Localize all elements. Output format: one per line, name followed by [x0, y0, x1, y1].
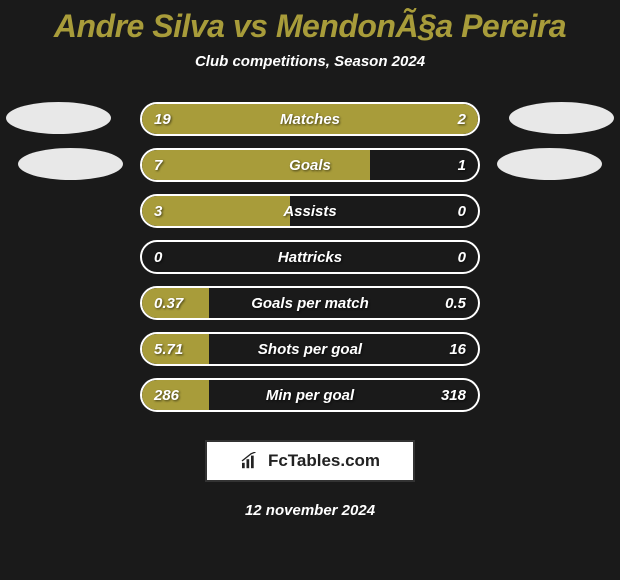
stat-value-left: 286 — [154, 387, 179, 404]
stat-value-left: 5.71 — [154, 341, 183, 358]
stat-label: Shots per goal — [258, 341, 362, 358]
stat-label: Assists — [283, 203, 336, 220]
stat-row: 0 0 Hattricks — [140, 240, 480, 274]
stat-value-right: 0 — [458, 249, 466, 266]
stat-label: Hattricks — [278, 249, 342, 266]
date-label: 12 november 2024 — [245, 502, 375, 519]
stat-bar-right — [404, 104, 478, 134]
stats-area: 19 2 Matches 7 1 Goals 3 0 Assists 0 0 Hattricks 0.3… — [0, 102, 620, 412]
page-subtitle: Club competitions, Season 2024 — [195, 53, 425, 70]
stat-bar-left — [142, 150, 370, 180]
stat-value-right: 0.5 — [445, 295, 466, 312]
stat-row: 3 0 Assists — [140, 194, 480, 228]
page-title: Andre Silva vs MendonÃ§a Pereira — [54, 8, 566, 45]
source-badge-text: FcTables.com — [268, 451, 380, 471]
stat-bar-left — [142, 196, 290, 226]
stat-value-right: 16 — [449, 341, 466, 358]
stat-row: 0.37 0.5 Goals per match — [140, 286, 480, 320]
stat-row: 286 318 Min per goal — [140, 378, 480, 412]
player-left-photo-placeholder — [6, 102, 111, 134]
stat-label: Goals per match — [251, 295, 369, 312]
stat-label: Goals — [289, 157, 331, 174]
stat-value-right: 1 — [458, 157, 466, 174]
stat-bar-left — [142, 104, 404, 134]
stat-row: 5.71 16 Shots per goal — [140, 332, 480, 366]
stat-value-left: 19 — [154, 111, 171, 128]
comparison-card: Andre Silva vs MendonÃ§a Pereira Club co… — [0, 0, 620, 580]
source-badge: FcTables.com — [205, 440, 415, 482]
team-left-logo-placeholder — [18, 148, 123, 180]
stat-value-left: 0.37 — [154, 295, 183, 312]
stat-value-left: 3 — [154, 203, 162, 220]
stat-row: 7 1 Goals — [140, 148, 480, 182]
stat-row: 19 2 Matches — [140, 102, 480, 136]
chart-icon — [240, 452, 262, 470]
stat-value-right: 318 — [441, 387, 466, 404]
team-right-logo-placeholder — [497, 148, 602, 180]
stat-value-left: 7 — [154, 157, 162, 174]
stat-value-right: 2 — [458, 111, 466, 128]
stat-value-right: 0 — [458, 203, 466, 220]
stat-value-left: 0 — [154, 249, 162, 266]
player-right-photo-placeholder — [509, 102, 614, 134]
stat-label: Matches — [280, 111, 340, 128]
stat-label: Min per goal — [266, 387, 354, 404]
